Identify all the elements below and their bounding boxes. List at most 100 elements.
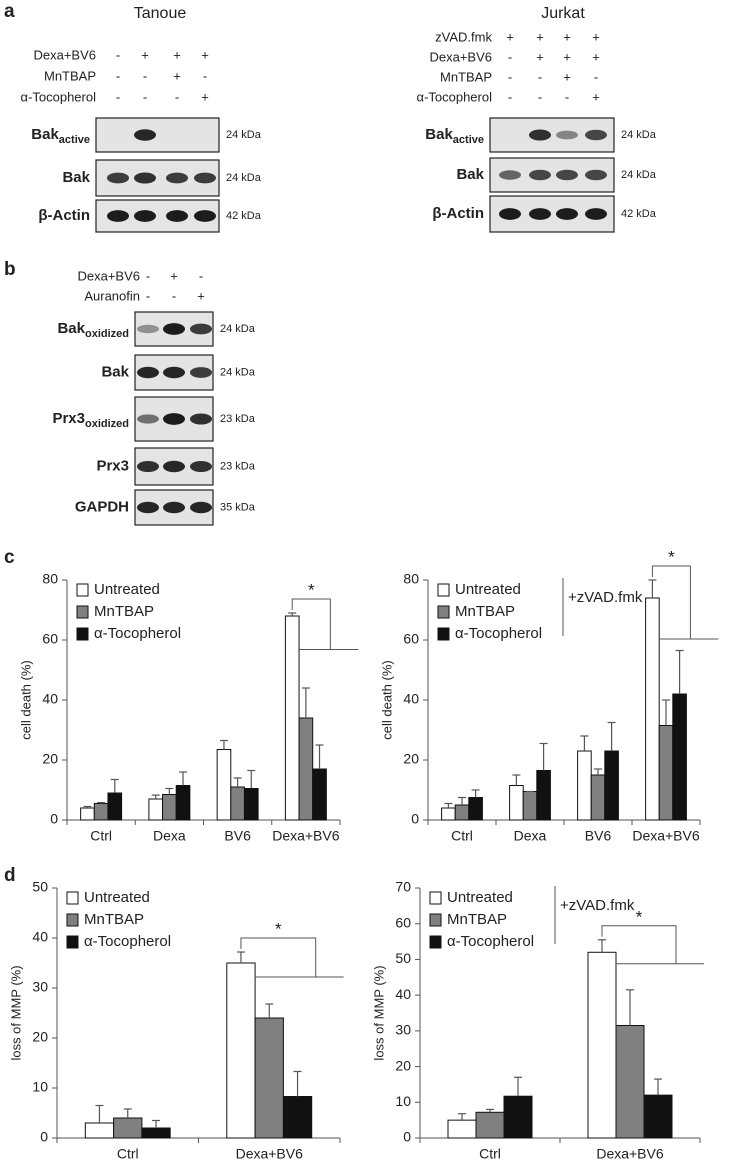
band [137, 366, 159, 379]
band [137, 460, 159, 473]
error-bar [458, 1113, 466, 1121]
condition-sign: - [508, 89, 512, 104]
condition-sign: + [563, 29, 571, 44]
band-size: 42 kDa [226, 210, 262, 222]
y-tick-label: 10 [395, 1093, 411, 1109]
error-bar [83, 805, 92, 808]
legend-label: α-Tocopherol [447, 933, 534, 950]
legend-label: MnTBAP [94, 603, 154, 620]
band-size: 24 kDa [220, 323, 256, 335]
band-name: Bak [62, 169, 90, 186]
error-bar [514, 1076, 522, 1097]
y-tick-label: 40 [42, 691, 58, 707]
band [556, 208, 578, 220]
error-bar [165, 787, 174, 795]
y-axis-label: loss of MMP (%) [8, 965, 23, 1060]
significance-mark: * [275, 919, 282, 938]
error-bar [662, 699, 670, 726]
significance-mark: * [668, 547, 675, 566]
bar [454, 804, 470, 821]
bar [148, 798, 164, 821]
y-axis-label: cell death (%) [379, 660, 394, 739]
band [107, 210, 129, 222]
error-bar [97, 801, 106, 804]
y-tick-label: 30 [32, 979, 48, 995]
legend-swatch [429, 913, 442, 927]
bar [604, 750, 619, 821]
band [190, 501, 212, 514]
band-label: Bak [62, 169, 90, 186]
condition-label: +zVAD.fmk [568, 589, 643, 606]
bar [175, 785, 191, 821]
bar [162, 794, 177, 821]
error-bar [471, 789, 480, 798]
legend-label: α-Tocopherol [84, 933, 171, 950]
error-bar [151, 794, 160, 799]
panel-label: d [4, 865, 16, 886]
legend-swatch [437, 583, 450, 597]
band-label: Bak [456, 166, 484, 183]
band [137, 324, 159, 334]
bar [658, 725, 674, 821]
band-label: β-Actin [38, 207, 90, 224]
y-tick-label: 20 [42, 751, 58, 767]
bar [536, 770, 551, 821]
bar [587, 951, 617, 1139]
legend-swatch [437, 627, 450, 641]
band-size: 24 kDa [621, 129, 657, 141]
band [137, 414, 159, 424]
legend-swatch [429, 935, 442, 949]
legend-swatch [429, 891, 442, 905]
x-tick-label: Dexa+BV6 [596, 1146, 664, 1162]
band-name: Bak [456, 166, 484, 183]
band [499, 170, 521, 180]
band-label: Bakactive [425, 126, 484, 146]
bar [107, 792, 123, 821]
y-tick-label: 0 [411, 811, 419, 827]
band-name: Bak [101, 363, 129, 380]
blot-title: Jurkat [541, 5, 585, 22]
legend-swatch [66, 913, 79, 927]
band [585, 129, 607, 141]
condition-sign: + [173, 47, 181, 62]
condition-sign: + [563, 49, 571, 64]
condition-label: +zVAD.fmk [560, 897, 635, 914]
bar [312, 768, 327, 821]
error-bar [301, 687, 310, 718]
band [163, 413, 185, 425]
y-tick-label: 80 [403, 571, 419, 587]
bar [672, 693, 687, 821]
bar [80, 807, 95, 821]
x-tick-label: Ctrl [479, 1146, 501, 1162]
error-bar [293, 1070, 302, 1097]
y-tick-label: 20 [403, 751, 419, 767]
condition-label: Dexa+BV6 [429, 49, 492, 64]
band-label: GAPDH [75, 498, 129, 515]
error-bar [247, 769, 256, 789]
band-size: 42 kDa [621, 208, 657, 220]
y-tick-label: 60 [403, 631, 419, 647]
bar [475, 1111, 505, 1139]
y-tick-label: 70 [395, 879, 411, 895]
bar [503, 1095, 533, 1139]
condition-sign: + [592, 89, 600, 104]
y-tick-label: 0 [50, 811, 58, 827]
panel-label: a [4, 1, 15, 22]
condition-sign: + [201, 47, 209, 62]
x-tick-label: BV6 [224, 828, 251, 844]
bar [254, 1017, 284, 1139]
band-size: 24 kDa [621, 169, 657, 181]
band [163, 323, 185, 335]
error-bar [594, 768, 602, 775]
error-bar [539, 742, 548, 771]
legend-label: MnTBAP [447, 911, 507, 928]
error-bar [648, 579, 657, 598]
legend-swatch [66, 935, 79, 949]
x-tick-label: BV6 [585, 828, 612, 844]
band [585, 169, 607, 181]
band-subscript: oxidized [85, 418, 129, 430]
condition-sign: - [538, 89, 542, 104]
bar [645, 597, 660, 821]
x-tick-label: Dexa [514, 828, 547, 844]
